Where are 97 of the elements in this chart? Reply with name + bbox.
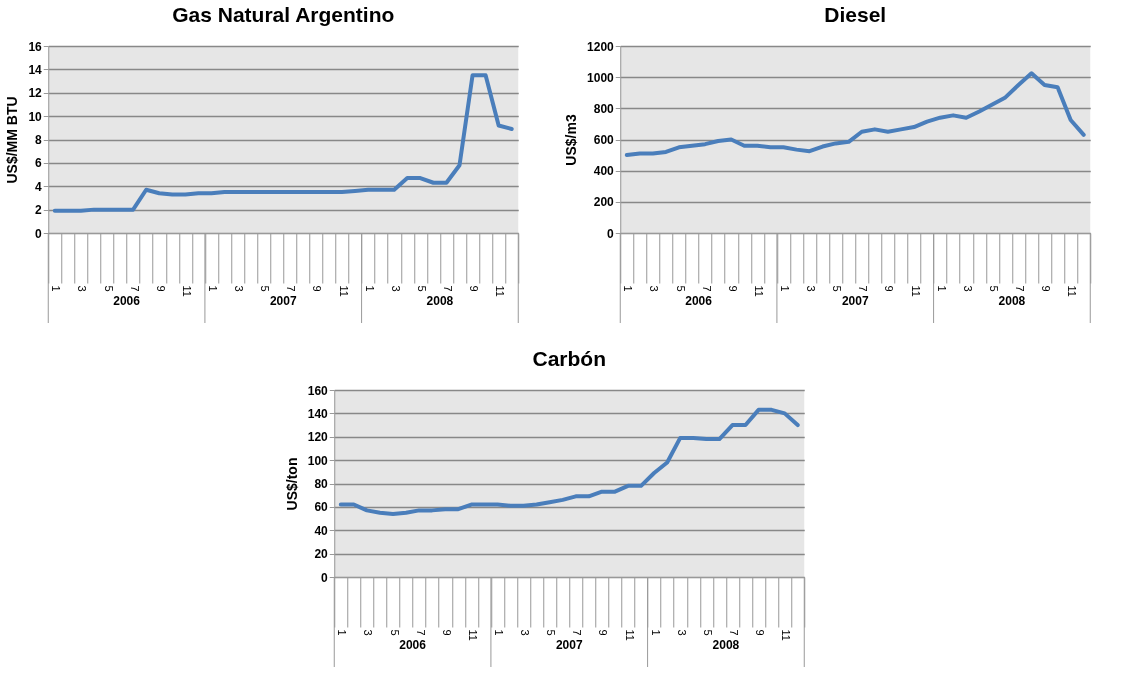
- x-tick-label: 9: [468, 285, 481, 292]
- x-tick-label: 11: [466, 629, 479, 641]
- y-tick-label: 80: [314, 477, 329, 491]
- x-tick-label: 1: [492, 629, 505, 636]
- x-tick-label: 7: [700, 285, 713, 292]
- x-tick-label: 11: [780, 629, 793, 641]
- y-tick-label: 400: [593, 164, 615, 179]
- y-tick-label: 200: [593, 195, 615, 210]
- x-tick-label: 5: [415, 285, 428, 292]
- y-tick-label: 800: [593, 101, 615, 116]
- chart-title: Gas Natural Argentino: [172, 3, 395, 26]
- y-tick-label: 14: [28, 62, 43, 77]
- x-tick-label: 7: [571, 629, 584, 636]
- text: 2007: [555, 638, 583, 652]
- x-tick-label: 5: [545, 629, 558, 636]
- x-tick-label: 11: [909, 285, 922, 297]
- x-tick-label: 1: [336, 629, 349, 636]
- x-tick-label: 3: [805, 285, 818, 292]
- x-tick-label: 3: [233, 285, 246, 292]
- y-tick-label: 8: [35, 133, 43, 147]
- x-tick-label: 5: [388, 629, 401, 636]
- line-series: [624, 71, 1086, 158]
- x-tick-label: 3: [648, 285, 661, 292]
- y-tick-label: 16: [28, 39, 43, 54]
- text: 2006: [113, 294, 141, 308]
- y-tick-label: 0: [321, 570, 329, 585]
- y-tick-label: 0: [607, 226, 615, 241]
- y-axis-title: US$/MM BTU: [4, 96, 21, 184]
- y-tick-label: 140: [307, 406, 329, 421]
- text: 2006: [399, 638, 427, 652]
- x-tick-label: 1: [649, 629, 662, 636]
- x-tick-label: 5: [831, 285, 844, 292]
- x-tick-label: 3: [362, 629, 375, 636]
- x-tick-label: 3: [389, 285, 402, 292]
- x-tick-label: 7: [128, 285, 141, 292]
- x-tick-label: 3: [675, 629, 688, 636]
- y-tick-label: 10: [28, 109, 43, 124]
- x-tick-label: 9: [883, 285, 896, 292]
- y-tick-label: 12: [28, 86, 43, 101]
- y-tick-label: 120: [307, 430, 329, 445]
- x-tick-label: 11: [1066, 285, 1079, 297]
- chart-title: Diesel: [824, 3, 887, 26]
- y-tick-label: 2: [35, 203, 43, 218]
- y-tick-label: 1000: [587, 70, 615, 85]
- text: 2007: [269, 294, 297, 308]
- x-tick-label: 1: [363, 285, 376, 292]
- x-tick-label: 1: [622, 285, 635, 292]
- x-tick-label: 1: [778, 285, 791, 292]
- chart-title: Carbón: [532, 347, 606, 370]
- x-tick-label: 9: [311, 285, 324, 292]
- text: 2008: [712, 638, 740, 652]
- x-tick-label: 7: [441, 285, 454, 292]
- x-tick-label: 3: [519, 629, 532, 636]
- y-tick-label: 600: [593, 133, 615, 147]
- x-tick-label: 5: [701, 629, 714, 636]
- y-tick-label: 60: [314, 500, 329, 515]
- x-tick-label: 9: [1040, 285, 1053, 292]
- x-tick-label: 9: [440, 629, 453, 636]
- y-axis-title: US$/ton: [283, 457, 300, 511]
- y-tick-label: 6: [35, 156, 43, 171]
- x-tick-label: 3: [961, 285, 974, 292]
- y-tick-label: 160: [307, 383, 329, 398]
- x-tick-label: 11: [752, 285, 765, 297]
- x-tick-label: 5: [674, 285, 687, 292]
- x-tick-label: 11: [494, 285, 507, 297]
- text: 2008: [426, 294, 454, 308]
- x-tick-label: 5: [987, 285, 1000, 292]
- x-tick-label: 7: [414, 629, 427, 636]
- x-tick-label: 1: [935, 285, 948, 292]
- y-tick-label: 20: [314, 547, 329, 562]
- y-tick-label: 100: [307, 453, 329, 468]
- x-tick-label: 1: [50, 285, 63, 292]
- x-tick-label: 7: [857, 285, 870, 292]
- text: 2006: [685, 294, 713, 308]
- y-tick-label: 1200: [587, 39, 615, 54]
- x-tick-label: 7: [1013, 285, 1026, 292]
- line-series: [52, 73, 514, 213]
- text: 2007: [841, 294, 869, 308]
- x-tick-label: 11: [623, 629, 636, 641]
- x-tick-label: 9: [754, 629, 767, 636]
- text: 2008: [998, 294, 1026, 308]
- y-axis-title: US$/m3: [563, 114, 580, 166]
- x-tick-label: 9: [597, 629, 610, 636]
- x-tick-label: 9: [154, 285, 167, 292]
- x-tick-label: 5: [102, 285, 115, 292]
- x-tick-label: 7: [285, 285, 298, 292]
- x-tick-label: 1: [206, 285, 219, 292]
- x-tick-label: 11: [337, 285, 350, 297]
- x-tick-label: 11: [180, 285, 193, 297]
- y-tick-label: 0: [35, 226, 43, 241]
- x-tick-label: 7: [727, 629, 740, 636]
- y-tick-label: 40: [314, 523, 329, 538]
- x-tick-label: 3: [76, 285, 89, 292]
- y-tick-label: 4: [35, 179, 43, 194]
- x-tick-label: 9: [726, 285, 739, 292]
- line-series: [338, 407, 800, 516]
- x-tick-label: 5: [259, 285, 272, 292]
